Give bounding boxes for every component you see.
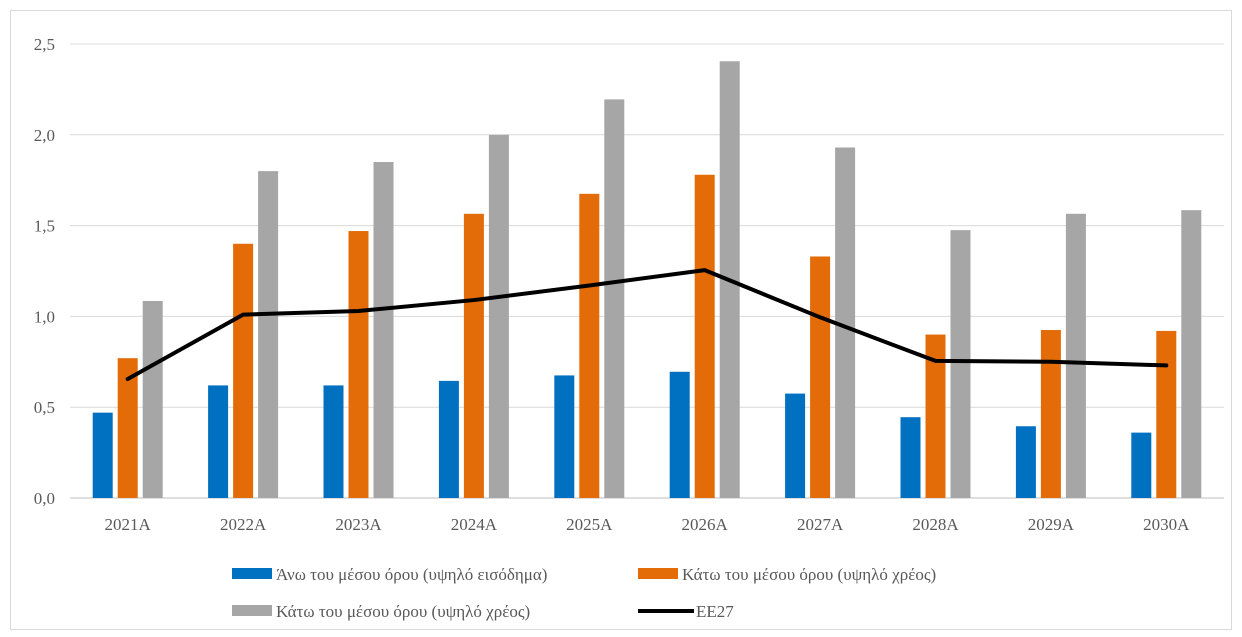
legend-swatch: [232, 568, 272, 579]
bar: [835, 147, 856, 498]
x-tick-label: 2021A: [105, 515, 152, 534]
bar: [348, 231, 369, 498]
bar: [323, 385, 344, 498]
legend-label: ΕΕ27: [696, 602, 734, 621]
bar: [900, 417, 921, 498]
x-tick-label: 2025A: [566, 515, 613, 534]
x-tick-label: 2023A: [335, 515, 382, 534]
bar: [488, 134, 509, 499]
bar: [117, 358, 138, 498]
bar: [208, 385, 229, 498]
bar: [438, 380, 459, 498]
bar: [463, 213, 484, 498]
legend-label: Κάτω του μέσου όρου (υψηλό χρέος): [682, 565, 936, 584]
x-tick-label: 2026A: [682, 515, 729, 534]
y-tick-label: 0,0: [34, 489, 55, 508]
y-tick-label: 0,5: [34, 398, 55, 417]
bar: [554, 375, 575, 498]
bar: [1065, 213, 1086, 498]
legend-swatch: [638, 568, 678, 579]
bar: [233, 243, 254, 498]
bar: [373, 162, 394, 499]
legend-label: Άνω του μέσου όρου (υψηλό εισόδημα): [276, 565, 547, 584]
x-tick-label: 2030A: [1143, 515, 1190, 534]
x-tick-label: 2024A: [451, 515, 498, 534]
y-tick-label: 2,0: [34, 126, 55, 145]
bar: [1156, 330, 1177, 498]
legend-label: Κάτω του μέσου όρου (υψηλό χρέος): [276, 602, 530, 621]
y-tick-label: 1,5: [34, 217, 55, 236]
series-line: [125, 268, 1169, 382]
x-tick-label: 2027A: [797, 515, 844, 534]
bar: [785, 393, 806, 498]
bar: [1015, 426, 1036, 498]
bar: [579, 193, 600, 498]
bar: [1040, 330, 1061, 498]
bar: [810, 256, 831, 498]
bar: [925, 334, 946, 498]
bar: [669, 371, 690, 498]
legend-swatch: [232, 605, 272, 616]
bar: [604, 99, 625, 498]
x-tick-label: 2022A: [220, 515, 267, 534]
y-tick-label: 2,5: [34, 35, 55, 54]
bar: [1181, 210, 1202, 498]
bar: [92, 412, 113, 498]
bar: [142, 300, 163, 498]
y-tick-label: 1,0: [34, 307, 55, 326]
x-tick-label: 2028A: [912, 515, 959, 534]
bar: [1131, 432, 1152, 498]
x-tick-label: 2029A: [1028, 515, 1075, 534]
bar: [694, 174, 715, 498]
bar: [258, 171, 279, 498]
bar: [950, 230, 971, 498]
